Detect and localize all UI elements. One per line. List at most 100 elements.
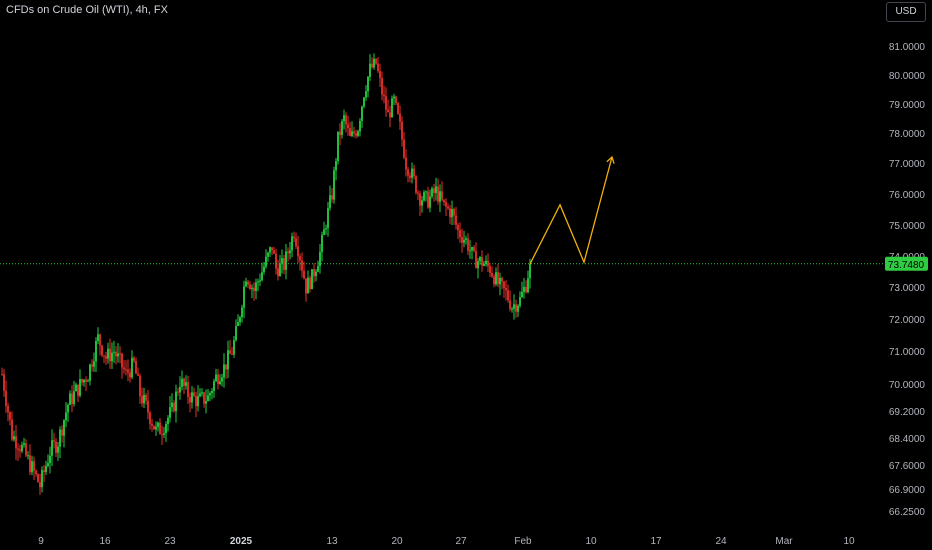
candle-body: [405, 158, 407, 170]
candle-body: [143, 395, 145, 403]
candle-body: [127, 370, 129, 373]
last-price-badge: 73.7480: [885, 257, 928, 271]
candle-body: [23, 443, 25, 445]
candle-body: [469, 250, 471, 251]
candle-body: [31, 461, 33, 472]
price-tick-label: 66.9000: [889, 485, 926, 496]
candle-body: [215, 374, 217, 381]
candle-body: [101, 345, 103, 355]
candle-body: [61, 430, 63, 436]
candle-body: [207, 395, 209, 401]
candle-body: [463, 240, 465, 243]
candle-body: [95, 341, 97, 361]
price-tick-label: 78.0000: [889, 129, 926, 140]
candle-body: [355, 134, 357, 136]
candle-body: [15, 436, 17, 448]
candle-body: [299, 256, 301, 260]
candle-body: [131, 358, 133, 378]
candle-body: [91, 365, 93, 367]
candle-body: [7, 406, 9, 412]
candle-body: [295, 238, 297, 246]
candle-body: [433, 188, 435, 193]
candle-body: [507, 290, 509, 300]
candle-body: [471, 247, 473, 250]
candle-body: [399, 114, 401, 122]
candle-body: [307, 278, 309, 294]
currency-button[interactable]: USD: [886, 2, 926, 22]
candle-body: [289, 250, 291, 253]
candle-body: [231, 354, 233, 355]
candle-body: [109, 349, 111, 362]
candle-body: [357, 131, 359, 135]
candle-body: [323, 229, 325, 235]
candle-body: [349, 128, 351, 136]
candle-body: [5, 391, 7, 406]
candle-body: [43, 470, 45, 472]
candle-body: [237, 322, 239, 326]
candle-body: [209, 393, 211, 395]
candle-body: [239, 317, 241, 322]
candle-body: [253, 288, 255, 291]
candle-body: [351, 131, 353, 136]
time-axis[interactable]: 9 16 23 2025 13 20 27 Feb 10 17 24 Mar 10: [38, 536, 855, 547]
candle-body: [509, 300, 511, 309]
candle-body: [425, 191, 427, 192]
candle-body: [333, 170, 335, 199]
candle-body: [175, 392, 177, 411]
price-tick-label: 79.0000: [889, 100, 926, 111]
candle-body: [453, 209, 455, 215]
candle-body: [211, 391, 213, 393]
candle-body: [347, 124, 349, 128]
candle-body: [341, 121, 343, 135]
candle-body: [409, 176, 411, 178]
candle-body: [89, 365, 91, 381]
candle-body: [529, 264, 531, 278]
candle-body: [97, 334, 99, 341]
candle-body: [149, 413, 151, 424]
candle-body: [225, 364, 227, 369]
candle-body: [275, 254, 277, 269]
candle-body: [459, 230, 461, 237]
candle-body: [373, 59, 375, 67]
time-tick-label: 23: [164, 536, 176, 547]
candle-body: [305, 278, 307, 293]
chart-title: CFDs on Crude Oil (WTI), 4h, FX: [6, 4, 168, 16]
candle-body: [29, 455, 31, 472]
price-tick-label: 70.0000: [889, 380, 926, 391]
candle-body: [107, 349, 109, 359]
candle-body: [501, 278, 503, 282]
time-tick-label: 16: [99, 536, 111, 547]
candle-body: [41, 470, 43, 487]
candle-body: [195, 396, 197, 406]
candle-body: [489, 266, 491, 273]
candle-body: [439, 191, 441, 201]
candle-body: [87, 381, 89, 382]
time-tick-label: 13: [326, 536, 338, 547]
candle-body: [69, 394, 71, 405]
candle-body: [457, 225, 459, 230]
candle-body: [11, 420, 13, 440]
candle-body: [17, 448, 19, 449]
candle-body: [291, 236, 293, 250]
candle-body: [519, 297, 521, 306]
candle-body: [287, 252, 289, 254]
candle-body: [329, 195, 331, 208]
candle-body: [179, 387, 181, 392]
price-tick-label: 72.0000: [889, 315, 926, 326]
candle-body: [397, 103, 399, 114]
candle-body: [105, 356, 107, 358]
candle-body: [147, 401, 149, 413]
candle-body: [115, 352, 117, 357]
candle-body: [435, 186, 437, 193]
candle-body: [343, 115, 345, 121]
candle-body: [241, 308, 243, 317]
candle-body: [455, 216, 457, 225]
candle-body: [297, 246, 299, 256]
candle-body: [81, 379, 83, 382]
candle-body: [173, 403, 175, 411]
candle-body: [37, 474, 39, 482]
price-axis[interactable]: 81.0000 80.0000 79.0000 78.0000 77.0000 76.00…: [889, 42, 926, 518]
candle-body: [259, 280, 261, 281]
candle-body: [159, 423, 161, 434]
